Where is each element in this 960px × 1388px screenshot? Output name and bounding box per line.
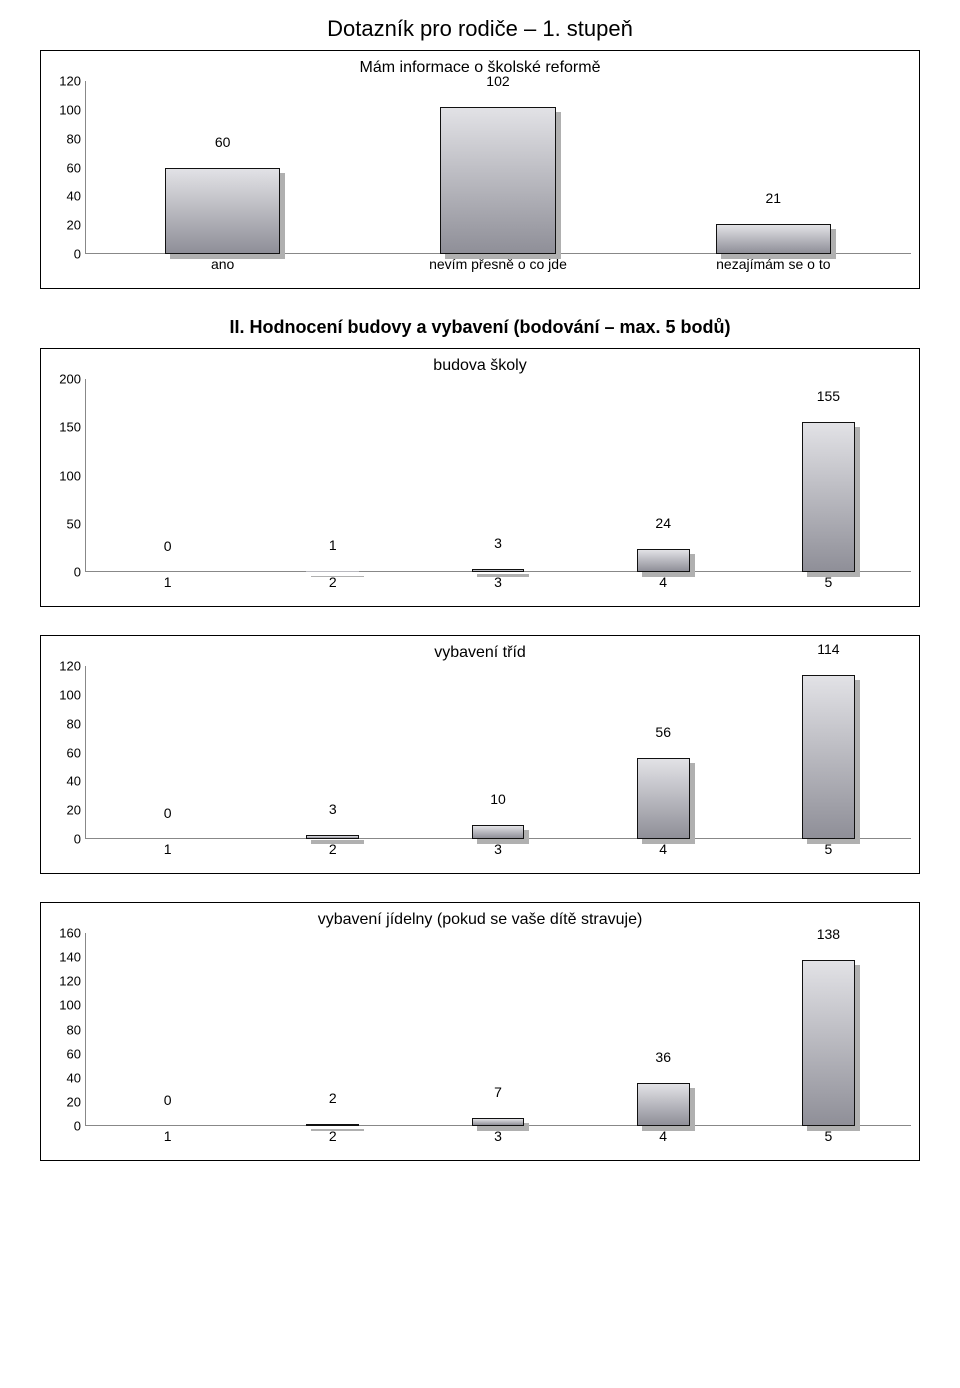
x-tick-label: 5 <box>825 841 833 857</box>
y-tick-label: 20 <box>49 1094 81 1109</box>
y-tick-label: 100 <box>49 468 81 483</box>
bar <box>637 1083 690 1126</box>
x-tick-label: nezajímám se o to <box>716 256 830 272</box>
y-tick-label: 120 <box>49 659 81 674</box>
bar <box>802 422 855 572</box>
bar <box>306 571 359 572</box>
y-tick-label: 150 <box>49 420 81 435</box>
x-tick-label: 3 <box>494 574 502 590</box>
x-tick-label: 5 <box>825 1128 833 1144</box>
x-tick-label: nevím přesně o co jde <box>429 256 567 272</box>
y-tick-label: 60 <box>49 160 81 175</box>
chart-frame-top: Mám informace o školské reformě 0 20 40 60 8… <box>40 50 920 289</box>
bar-value-label: 138 <box>817 926 840 942</box>
y-tick-label: 40 <box>49 774 81 789</box>
bar-value-label: 0 <box>164 805 172 821</box>
y-tick-label: 100 <box>49 102 81 117</box>
section-heading: II. Hodnocení budovy a vybavení (bodován… <box>40 317 920 338</box>
bar-value-label: 3 <box>329 801 337 817</box>
bar <box>440 107 556 254</box>
bar-value-label: 102 <box>486 73 509 89</box>
x-tick-label: 5 <box>825 574 833 590</box>
chart-title: vybavení tříd <box>49 644 911 662</box>
bar <box>472 1118 525 1126</box>
bar-value-label: 155 <box>817 388 840 404</box>
chart-plot: 02040608010012060ano102nevím přesně o co… <box>49 81 911 276</box>
x-tick-label: 1 <box>164 1128 172 1144</box>
y-tick-label: 0 <box>49 832 81 847</box>
y-tick-label: 0 <box>49 1119 81 1134</box>
chart-plot: 0501001502000112332441555 <box>49 379 911 594</box>
chart-frame: vybavení jídelny (pokud se vaše dítě str… <box>40 902 920 1161</box>
y-tick-label: 120 <box>49 974 81 989</box>
y-tick-label: 140 <box>49 950 81 965</box>
bar <box>165 168 281 255</box>
bar-value-label: 2 <box>329 1090 337 1106</box>
chart-frame: budova školy 0 50 100 150 200 0 1 1 2 3 3 24 4 155 5 <box>40 348 920 607</box>
chart-title: vybavení jídelny (pokud se vaše dítě str… <box>49 911 911 929</box>
page-title: Dotazník pro rodiče – 1. stupeň <box>40 16 920 42</box>
y-tick-label: 100 <box>49 687 81 702</box>
bar-value-label: 36 <box>655 1049 671 1065</box>
bar <box>306 1124 359 1126</box>
bar <box>472 825 525 839</box>
chart-frame: vybavení tříd 0 20 40 60 80 100 120 0 1 3 2 10 3 56 4 1… <box>40 635 920 874</box>
y-tick-label: 0 <box>49 247 81 262</box>
x-tick-label: 2 <box>329 1128 337 1144</box>
bar <box>716 224 832 254</box>
y-tick-label: 20 <box>49 803 81 818</box>
y-tick-label: 80 <box>49 716 81 731</box>
bar-value-label: 1 <box>329 537 337 553</box>
x-tick-label: 3 <box>494 1128 502 1144</box>
bar-value-label: 56 <box>655 724 671 740</box>
y-tick-label: 200 <box>49 372 81 387</box>
y-tick-label: 60 <box>49 1046 81 1061</box>
bar <box>472 569 525 572</box>
y-tick-label: 160 <box>49 926 81 941</box>
x-tick-label: 2 <box>329 574 337 590</box>
x-tick-label: 2 <box>329 841 337 857</box>
x-tick-label: 3 <box>494 841 502 857</box>
y-tick-label: 20 <box>49 218 81 233</box>
y-tick-label: 100 <box>49 998 81 1013</box>
bar-value-label: 3 <box>494 535 502 551</box>
bar-value-label: 114 <box>817 641 839 657</box>
bar <box>637 758 690 839</box>
chart-plot: 0204060801001201401600122733641385 <box>49 933 911 1148</box>
chart-title: Mám informace o školské reformě <box>49 59 911 77</box>
bar-value-label: 7 <box>494 1084 502 1100</box>
bar <box>637 549 690 572</box>
bar <box>306 835 359 839</box>
bar <box>802 675 855 839</box>
chart-title: budova školy <box>49 357 911 375</box>
y-tick-label: 50 <box>49 516 81 531</box>
bar-value-label: 10 <box>490 791 506 807</box>
x-tick-label: 1 <box>164 574 172 590</box>
y-tick-label: 0 <box>49 565 81 580</box>
y-tick-label: 40 <box>49 1070 81 1085</box>
bar <box>802 960 855 1126</box>
y-tick-label: 40 <box>49 189 81 204</box>
bar-value-label: 24 <box>655 515 671 531</box>
y-tick-label: 80 <box>49 1022 81 1037</box>
bar-value-label: 0 <box>164 1092 172 1108</box>
y-tick-label: 120 <box>49 74 81 89</box>
x-tick-label: 4 <box>659 574 667 590</box>
x-tick-label: 4 <box>659 1128 667 1144</box>
x-tick-label: ano <box>211 256 234 272</box>
bar-value-label: 60 <box>215 134 231 150</box>
x-tick-label: 1 <box>164 841 172 857</box>
x-tick-label: 4 <box>659 841 667 857</box>
chart-plot: 02040608010012001321035641145 <box>49 666 911 861</box>
y-tick-label: 80 <box>49 131 81 146</box>
y-tick-label: 60 <box>49 745 81 760</box>
bar-value-label: 0 <box>164 538 172 554</box>
bar-value-label: 21 <box>766 190 782 206</box>
